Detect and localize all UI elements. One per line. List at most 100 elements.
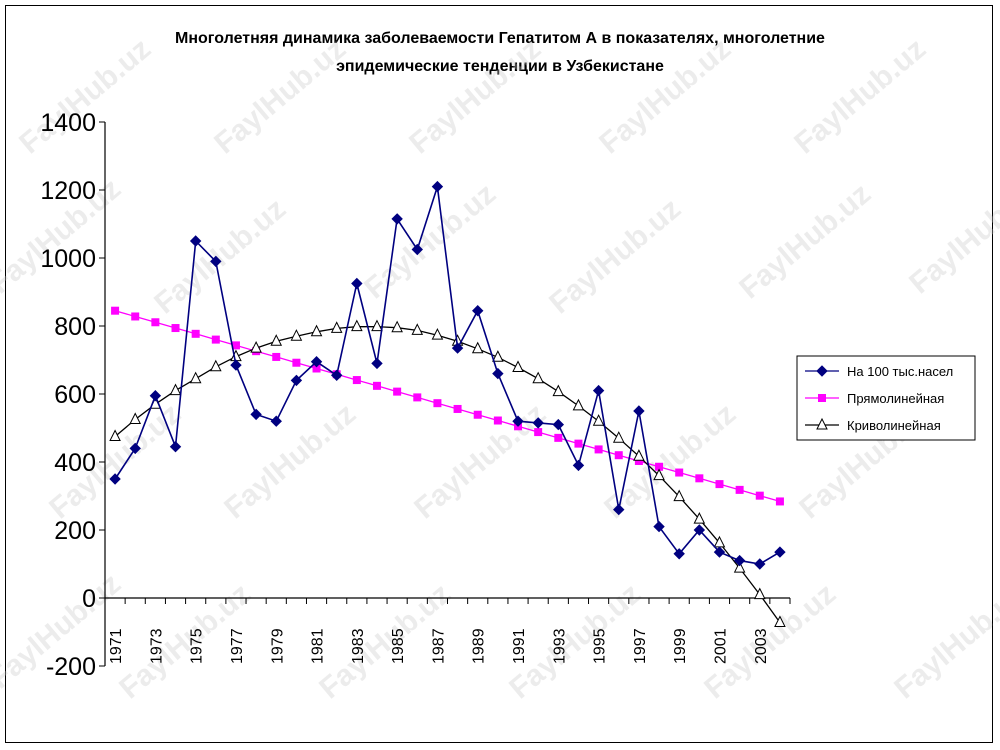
data-point-curvilinear-trend — [471, 341, 484, 354]
x-tick-label: 1983 — [350, 628, 367, 664]
title-line-1: Многолетняя динамика заболеваемости Гепа… — [175, 30, 825, 47]
data-point-curvilinear-trend — [391, 320, 403, 333]
data-point-incidence — [472, 304, 484, 317]
data-point-linear-trend — [292, 358, 301, 367]
data-point-linear-trend — [554, 433, 563, 442]
legend: На 100 тыс.насел Прямолинейная Криволинейн… — [796, 355, 976, 441]
series-line-linear-trend — [114, 310, 781, 503]
data-point-linear-trend — [211, 335, 220, 344]
data-point-curvilinear-trend — [310, 324, 323, 337]
x-tick-label: 1997 — [632, 628, 649, 664]
data-point-incidence — [270, 415, 282, 427]
data-point-curvilinear-trend — [250, 340, 262, 353]
series-line-curvilinear-trend — [114, 326, 781, 623]
data-point-curvilinear-trend — [330, 321, 343, 333]
watermark-text: FaylHub.uz — [148, 192, 292, 320]
y-tick-label: 800 — [54, 313, 96, 341]
watermark-text: FaylHub.uz — [543, 192, 687, 320]
data-point-incidence — [633, 405, 645, 417]
data-point-linear-trend — [352, 376, 361, 385]
title-line-2: эпидемические тенденции в Узбекистане — [336, 58, 664, 75]
watermark-text: FaylHub.uz — [208, 32, 352, 160]
data-point-linear-trend — [473, 410, 482, 419]
x-tick-label: 1991 — [511, 628, 528, 664]
x-tick-label: 1977 — [229, 628, 246, 664]
data-point-incidence — [391, 213, 403, 225]
data-point-curvilinear-trend — [109, 429, 121, 441]
data-point-linear-trend — [614, 451, 623, 460]
legend-item-linear-trend: Прямолинейная — [805, 391, 944, 406]
data-point-incidence — [290, 374, 303, 387]
data-point-linear-trend — [493, 416, 502, 425]
data-point-incidence — [169, 440, 182, 453]
data-point-incidence — [673, 548, 685, 560]
data-point-curvilinear-trend — [753, 587, 766, 600]
y-tick-label: 1000 — [40, 245, 96, 273]
data-point-linear-trend — [715, 480, 724, 489]
x-tick-label: 1995 — [592, 628, 609, 664]
data-point-linear-trend — [171, 324, 180, 333]
watermark-text: FaylHub.uz — [903, 172, 1000, 300]
axes: -200 0 200 400 600 800 1000 1200 1400 1971 1973 197… — [40, 109, 791, 681]
data-point-incidence — [512, 415, 524, 427]
x-tick-label: 1973 — [148, 628, 165, 664]
legend-label: На 100 тыс.насел — [847, 364, 953, 379]
y-tick-label: -200 — [46, 653, 96, 681]
x-tick-label: 1987 — [430, 628, 447, 664]
data-point-linear-trend — [111, 306, 120, 315]
legend-marker — [818, 394, 826, 402]
data-point-incidence — [109, 473, 121, 485]
data-point-curvilinear-trend — [733, 560, 746, 573]
data-point-incidence — [189, 235, 202, 247]
data-point-incidence — [451, 342, 464, 354]
data-point-linear-trend — [433, 399, 442, 408]
data-point-incidence — [552, 418, 565, 431]
data-point-linear-trend — [695, 474, 704, 483]
data-point-incidence — [693, 524, 706, 536]
data-point-curvilinear-trend — [270, 334, 283, 346]
data-point-incidence — [572, 459, 585, 472]
x-tick-label: 1999 — [672, 628, 689, 664]
legend-item-incidence: На 100 тыс.насел — [805, 364, 953, 379]
data-point-incidence — [653, 520, 665, 533]
data-point-linear-trend — [413, 393, 422, 402]
series-line-incidence — [114, 186, 781, 565]
data-point-incidence — [330, 369, 343, 382]
legend-marker — [816, 365, 828, 377]
data-point-curvilinear-trend — [492, 350, 504, 362]
watermark-text: FaylHub.uz — [888, 577, 1000, 705]
x-tick-label: 1989 — [471, 628, 488, 664]
data-point-linear-trend — [574, 439, 583, 448]
data-point-incidence — [733, 554, 746, 567]
data-point-incidence — [774, 546, 786, 558]
data-point-incidence — [532, 417, 544, 429]
data-point-curvilinear-trend — [693, 512, 706, 524]
data-point-incidence — [754, 558, 766, 570]
data-point-linear-trend — [594, 445, 603, 454]
data-point-linear-trend — [453, 404, 462, 413]
data-point-curvilinear-trend — [209, 359, 222, 372]
data-point-incidence — [310, 355, 323, 368]
watermark-text: FaylHub.uz — [13, 32, 157, 160]
data-point-curvilinear-trend — [290, 329, 303, 341]
data-point-linear-trend — [231, 341, 240, 350]
data-point-incidence — [351, 277, 363, 290]
data-point-incidence — [210, 255, 222, 268]
watermark-text: FaylHub.uz — [403, 32, 547, 160]
data-point-curvilinear-trend — [431, 328, 444, 340]
data-point-incidence — [431, 180, 444, 193]
series-incidence — [109, 180, 786, 570]
series-layer — [109, 180, 786, 627]
data-point-curvilinear-trend — [552, 384, 565, 397]
data-point-curvilinear-trend — [189, 371, 202, 384]
x-tick-label: 1975 — [189, 628, 206, 664]
y-tick-label: 200 — [54, 517, 96, 545]
data-point-incidence — [713, 546, 726, 558]
data-point-linear-trend — [372, 381, 381, 390]
data-point-curvilinear-trend — [169, 383, 182, 396]
y-tick-label: 1400 — [40, 109, 96, 137]
x-tick-label: 1993 — [551, 628, 568, 664]
x-tick-label: 1979 — [269, 628, 286, 664]
data-point-curvilinear-trend — [351, 319, 363, 332]
